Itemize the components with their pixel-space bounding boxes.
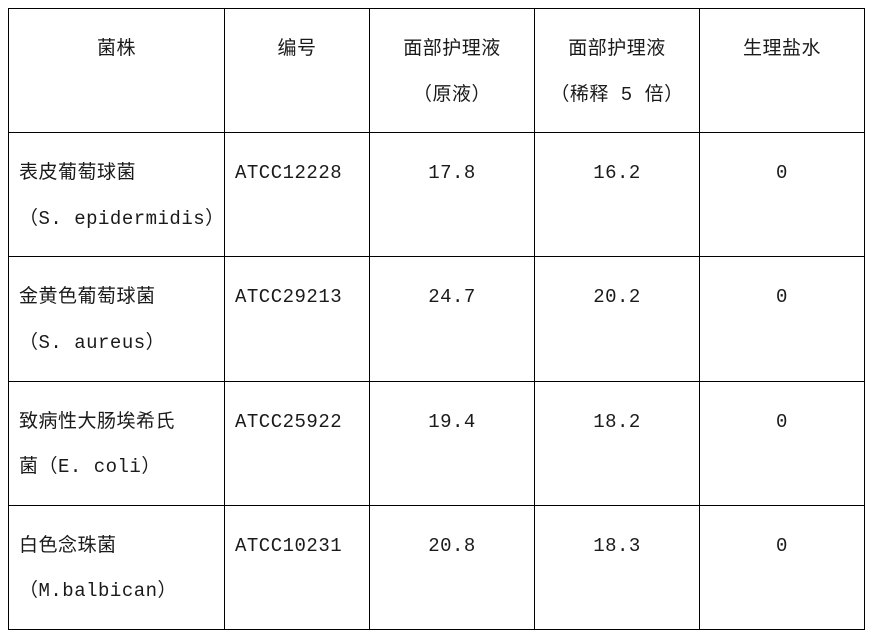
cell-strain: 白色念珠菌 （M.balbican） [9, 505, 225, 629]
cell-saline: 0 [700, 505, 865, 629]
cell-undiluted: 19.4 [370, 381, 535, 505]
header-undiluted-line1: 面部护理液 [380, 27, 524, 73]
cell-diluted: 18.3 [535, 505, 700, 629]
header-diluted-line2: （稀释 5 倍） [545, 73, 689, 119]
header-undiluted-line2: （原液） [380, 73, 524, 119]
table-row: 表皮葡萄球菌 （S. epidermidis） ATCC12228 17.8 1… [9, 133, 865, 257]
cell-strain: 致病性大肠埃希氏 菌（E. coli） [9, 381, 225, 505]
strain-line2: （S. epidermidis） [19, 197, 214, 243]
strain-line1: 白色念珠菌 [19, 524, 214, 570]
strain-line2: （S. aureus） [19, 321, 214, 367]
strain-line1: 金黄色葡萄球菌 [19, 275, 214, 321]
strain-line2: （M.balbican） [19, 569, 214, 615]
cell-strain: 金黄色葡萄球菌 （S. aureus） [9, 257, 225, 381]
col-header-undiluted: 面部护理液 （原液） [370, 9, 535, 133]
cell-code: ATCC25922 [225, 381, 370, 505]
cell-diluted: 20.2 [535, 257, 700, 381]
header-diluted-line1: 面部护理液 [545, 27, 689, 73]
cell-undiluted: 17.8 [370, 133, 535, 257]
table-row: 金黄色葡萄球菌 （S. aureus） ATCC29213 24.7 20.2 … [9, 257, 865, 381]
cell-code: ATCC10231 [225, 505, 370, 629]
header-saline-label: 生理盐水 [700, 9, 864, 87]
cell-diluted: 16.2 [535, 133, 700, 257]
cell-code: ATCC12228 [225, 133, 370, 257]
cell-saline: 0 [700, 133, 865, 257]
table-row: 致病性大肠埃希氏 菌（E. coli） ATCC25922 19.4 18.2 … [9, 381, 865, 505]
cell-code: ATCC29213 [225, 257, 370, 381]
cell-undiluted: 24.7 [370, 257, 535, 381]
col-header-strain: 菌株 [9, 9, 225, 133]
strain-line1: 表皮葡萄球菌 [19, 151, 214, 197]
header-code-label: 编号 [225, 9, 369, 87]
cell-diluted: 18.2 [535, 381, 700, 505]
header-strain-label: 菌株 [9, 9, 224, 87]
cell-saline: 0 [700, 257, 865, 381]
cell-strain: 表皮葡萄球菌 （S. epidermidis） [9, 133, 225, 257]
strain-line1: 致病性大肠埃希氏 [19, 400, 214, 446]
strain-line2: 菌（E. coli） [19, 445, 214, 491]
cell-saline: 0 [700, 381, 865, 505]
bacteria-table: 菌株 编号 面部护理液 （原液） 面部护理液 （稀释 5 倍） 生理盐水 [8, 8, 865, 630]
col-header-diluted: 面部护理液 （稀释 5 倍） [535, 9, 700, 133]
col-header-saline: 生理盐水 [700, 9, 865, 133]
table-row: 白色念珠菌 （M.balbican） ATCC10231 20.8 18.3 0 [9, 505, 865, 629]
col-header-code: 编号 [225, 9, 370, 133]
cell-undiluted: 20.8 [370, 505, 535, 629]
table-header-row: 菌株 编号 面部护理液 （原液） 面部护理液 （稀释 5 倍） 生理盐水 [9, 9, 865, 133]
